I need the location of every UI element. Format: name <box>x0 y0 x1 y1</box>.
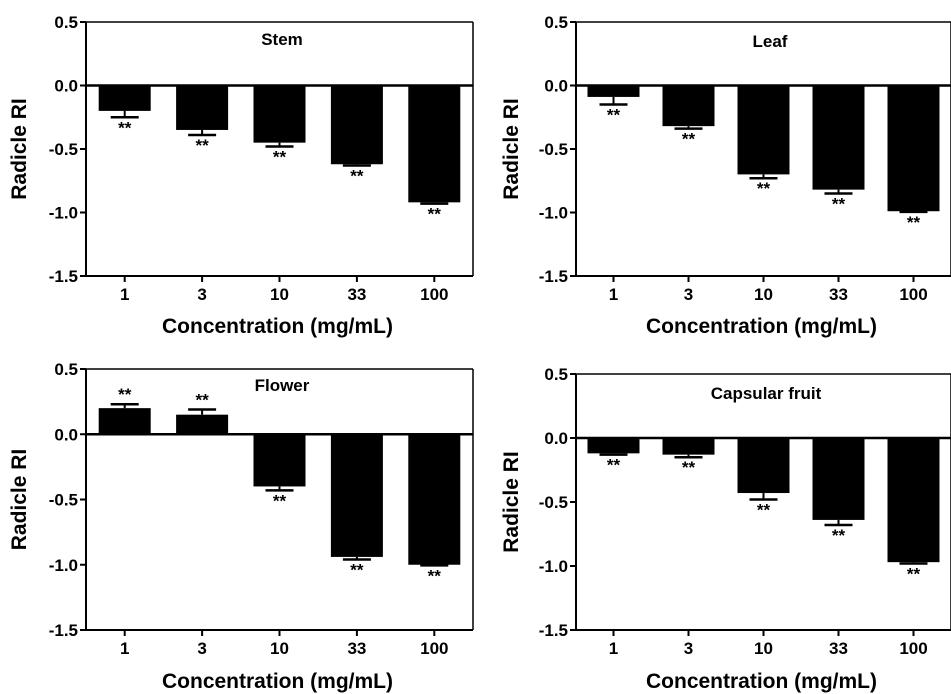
chart-panel-2: 0.5 0.0 -0.5 -1.0 -1.5 ** 1 ** 3 ** 10 ** 33 ** 100 Lea… <box>500 13 951 338</box>
significance-label: ** <box>757 500 771 519</box>
x-tick-label: 100 <box>420 285 448 304</box>
bar <box>662 438 715 455</box>
x-axis-title: Concentration (mg/mL) <box>162 315 393 338</box>
x-tick-label: 1 <box>609 639 618 658</box>
bar <box>408 434 461 565</box>
x-tick-label: 3 <box>684 285 693 304</box>
significance-label: ** <box>118 118 132 137</box>
x-tick-label: 100 <box>420 639 448 658</box>
y-tick-label: -1.0 <box>49 556 78 575</box>
bar <box>253 85 306 143</box>
significance-label: ** <box>350 167 364 186</box>
bar <box>587 85 640 97</box>
significance-label: ** <box>607 106 621 125</box>
bar <box>887 438 940 563</box>
y-tick-label: 0.0 <box>54 425 78 444</box>
bar <box>812 85 865 190</box>
significance-label: ** <box>682 458 696 477</box>
y-tick-label: -1.0 <box>539 204 568 223</box>
x-tick-label: 1 <box>609 285 618 304</box>
y-axis-title: Radicle RI <box>8 98 31 200</box>
significance-label: ** <box>907 564 921 583</box>
x-tick-label: 3 <box>197 639 206 658</box>
x-tick-label: 1 <box>120 639 129 658</box>
y-tick-label: -1.5 <box>49 267 78 286</box>
bar <box>887 85 940 212</box>
panel-title: Stem <box>261 30 303 49</box>
chart-panel-3: 0.5 0.0 -0.5 -1.0 -1.5 ** 1 ** 3 ** 10 ** 33 ** 100 Flo… <box>8 360 474 693</box>
x-tick-label: 10 <box>754 285 773 304</box>
significance-label: ** <box>832 194 846 213</box>
x-tick-label: 1 <box>120 285 129 304</box>
y-axis-title: Radicle RI <box>500 451 523 553</box>
y-tick-label: -1.0 <box>539 557 568 576</box>
x-axis-title: Concentration (mg/mL) <box>646 315 877 338</box>
bar <box>176 414 229 435</box>
significance-label: ** <box>607 456 621 475</box>
y-tick-label: -1.5 <box>49 621 78 640</box>
y-tick-label: 0.5 <box>54 360 78 379</box>
x-tick-label: 33 <box>347 639 366 658</box>
bar <box>587 438 640 454</box>
y-axis-title: Radicle RI <box>8 449 31 551</box>
x-tick-label: 33 <box>829 285 848 304</box>
x-tick-label: 10 <box>270 639 289 658</box>
significance-label: ** <box>832 526 846 545</box>
bar <box>98 85 151 111</box>
bar <box>253 434 306 487</box>
panel-title: Capsular fruit <box>711 384 822 403</box>
y-tick-label: -1.5 <box>539 621 568 640</box>
y-tick-label: -0.5 <box>49 491 78 510</box>
x-tick-label: 10 <box>754 639 773 658</box>
bar <box>737 438 790 494</box>
y-tick-label: 0.0 <box>544 77 568 96</box>
y-tick-label: -1.5 <box>539 267 568 286</box>
bar <box>330 85 383 165</box>
significance-label: ** <box>195 136 209 155</box>
x-tick-label: 3 <box>197 285 206 304</box>
significance-label: ** <box>428 205 442 224</box>
significance-label: ** <box>757 179 771 198</box>
bar <box>812 438 865 520</box>
y-tick-label: -0.5 <box>49 140 78 159</box>
y-tick-label: -1.0 <box>49 204 78 223</box>
bar <box>408 85 461 203</box>
bar <box>330 434 383 557</box>
significance-label: ** <box>273 147 287 166</box>
x-axis-title: Concentration (mg/mL) <box>162 670 393 693</box>
x-tick-label: 10 <box>270 285 289 304</box>
x-axis-title: Concentration (mg/mL) <box>646 670 877 693</box>
panel-title: Flower <box>255 376 310 395</box>
bar <box>662 85 715 127</box>
x-tick-label: 3 <box>684 639 693 658</box>
x-tick-label: 33 <box>347 285 366 304</box>
y-axis-title: Radicle RI <box>500 98 523 200</box>
bar <box>98 408 151 435</box>
significance-label: ** <box>682 130 696 149</box>
x-tick-label: 100 <box>899 639 927 658</box>
y-tick-label: 0.5 <box>544 13 568 32</box>
y-tick-label: 0.0 <box>544 429 568 448</box>
significance-label: ** <box>195 390 209 409</box>
significance-label: ** <box>273 491 287 510</box>
y-tick-label: 0.5 <box>544 365 568 384</box>
y-tick-label: -0.5 <box>539 493 568 512</box>
panel-title: Leaf <box>753 32 788 51</box>
bar <box>176 85 229 130</box>
y-tick-label: 0.0 <box>54 77 78 96</box>
significance-label: ** <box>118 385 132 404</box>
y-tick-label: 0.5 <box>54 13 78 32</box>
significance-label: ** <box>350 561 364 580</box>
chart-panel-4: 0.5 0.0 -0.5 -1.0 -1.5 ** 1 ** 3 ** 10 ** 33 ** 100 Cap… <box>500 365 951 693</box>
significance-label: ** <box>428 566 442 585</box>
y-tick-label: -0.5 <box>539 140 568 159</box>
chart-panel-1: 0.5 0.0 -0.5 -1.0 -1.5 ** 1 ** 3 ** 10 ** 33 ** 100 Ste… <box>8 13 474 338</box>
significance-label: ** <box>907 213 921 232</box>
x-tick-label: 33 <box>829 639 848 658</box>
bar <box>737 85 790 175</box>
x-tick-label: 100 <box>899 285 927 304</box>
